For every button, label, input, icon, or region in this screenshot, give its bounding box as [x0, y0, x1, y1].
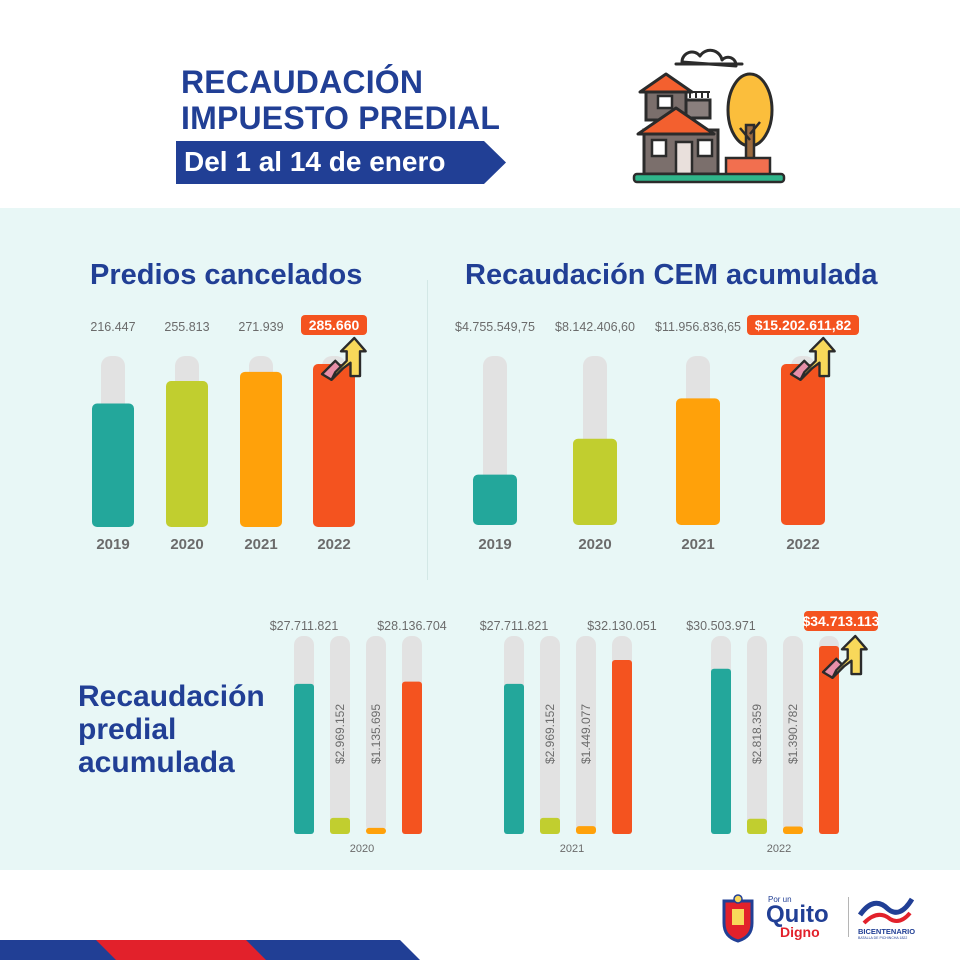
chart3-value-label-2021-0: $27.711.821 — [480, 619, 549, 633]
chart3-track-2022-2 — [783, 636, 803, 834]
logo-divider — [848, 897, 849, 937]
chart2-value-label-2019: $4.755.549,75 — [455, 320, 535, 334]
chart2-bar-2022 — [781, 364, 825, 525]
chart3-value-label-2022-0: $30.503.971 — [686, 619, 756, 633]
chart2-tick-2022: 2022 — [786, 536, 819, 553]
chart3-growth-arrow-icon — [821, 634, 868, 679]
chart3-bar-2021-0 — [504, 683, 524, 834]
predios-title: Predios cancelados — [90, 259, 363, 291]
chart2-value-label-2022: $15.202.611,82 — [755, 317, 852, 333]
subtitle-text: Del 1 al 14 de enero — [184, 146, 446, 177]
chart3-bar-2020-0 — [294, 683, 314, 834]
chart1-bar-2020 — [166, 381, 208, 527]
chart1-tick-2022: 2022 — [317, 536, 350, 553]
chart3-bar-2021-2 — [576, 826, 596, 834]
panel-divider — [427, 280, 428, 580]
chart2-bar-2021 — [676, 398, 720, 525]
predial-title-line-1: Recaudación — [78, 680, 265, 713]
footer-stripes — [0, 940, 420, 960]
chart3-value-label-2022-3-bg — [804, 611, 878, 631]
chart1-tick-2019: 2019 — [96, 536, 129, 553]
quito-coat-of-arms-icon — [722, 894, 754, 943]
chart3-track-2020-2 — [366, 636, 386, 834]
cloud-icon — [674, 48, 744, 68]
chart3-value-label-2021-3: $32.130.051 — [587, 619, 657, 633]
chart3-tick-2021: 2021 — [560, 843, 584, 855]
chart3-bar-2022-1 — [747, 818, 767, 834]
chart2-value-label-2020: $8.142.406,60 — [555, 320, 635, 334]
predial-title: Recaudación predial acumulada — [78, 680, 265, 779]
chart3-value-label-2020-2: $1.135.695 — [369, 704, 383, 764]
header: RECAUDACIÓN IMPUESTO PREDIAL Del 1 al 14… — [0, 0, 960, 208]
bicentenario-logo-icon — [858, 897, 914, 925]
chart2-bar-2019 — [473, 474, 517, 525]
predial-title-line-3: acumulada — [78, 746, 235, 779]
chart3-value-label-2020-3: $28.136.704 — [377, 619, 447, 633]
logo-quito-small: Por un — [768, 895, 792, 904]
chart2-growth-arrow-icon — [789, 336, 836, 381]
chart1-value-label-2022: 285.660 — [309, 317, 360, 333]
chart2-tick-2020: 2020 — [578, 536, 611, 553]
cem-title: Recaudación CEM acumulada — [465, 259, 878, 291]
chart3-bar-2021-3 — [612, 659, 632, 834]
chart1-value-label-2021: 271.939 — [238, 320, 283, 334]
title-line-2: IMPUESTO PREDIAL — [181, 100, 501, 136]
chart1-bar-2019 — [92, 403, 134, 527]
chart1-value-label-2020: 255.813 — [164, 320, 209, 334]
chart1-tick-2020: 2020 — [170, 536, 203, 553]
logo-bicentenario: BICENTENARIO — [858, 927, 916, 936]
chart3-bar-2020-3 — [402, 681, 422, 834]
chart3-tick-2020: 2020 — [350, 843, 374, 855]
chart3-value-label-2022-3: $34.713.113 — [802, 613, 879, 629]
chart1-value-label-2022-bg — [301, 315, 367, 335]
chart2-value-label-2022-bg — [747, 315, 859, 335]
chart2-value-label-2021: $11.956.836,65 — [655, 320, 741, 334]
chart3-bar-2020-1 — [330, 817, 350, 834]
subtitle-banner — [176, 141, 506, 184]
predial-title-line-2: predial — [78, 713, 177, 746]
logo-quito-main: Quito — [766, 901, 829, 928]
title-line-1: RECAUDACIÓN — [181, 64, 424, 100]
chart3-bar-2022-2 — [783, 826, 803, 834]
chart3-tick-2022: 2022 — [767, 843, 791, 855]
chart3-value-label-2022-1: $2.818.359 — [750, 704, 764, 764]
chart3-track-2021-1 — [540, 636, 560, 834]
footer-logos: Por un Quito Digno BICENTENARIO BATALLA … — [720, 893, 920, 943]
chart3-value-label-2021-2: $1.449.077 — [579, 704, 593, 764]
chart3-track-2021-2 — [576, 636, 596, 834]
logo-quito-sub: Digno — [780, 924, 820, 940]
chart2-tick-2021: 2021 — [681, 536, 714, 553]
chart1-tick-2021: 2021 — [244, 536, 277, 553]
chart1-growth-arrow-icon — [320, 336, 367, 381]
chart1-value-label-2019: 216.447 — [90, 320, 135, 334]
chart3-bar-2022-3 — [819, 646, 839, 834]
chart3-bar-2020-2 — [366, 827, 386, 834]
chart3-track-2020-1 — [330, 636, 350, 834]
chart3-track-2022-1 — [747, 636, 767, 834]
chart3-value-label-2022-2: $1.390.782 — [786, 704, 800, 764]
house-illustration — [632, 48, 786, 184]
chart1-bar-2022 — [313, 364, 355, 527]
logo-bicentenario-sub: BATALLA DE PICHINCHA 1822 — [858, 936, 908, 940]
chart3-value-label-2021-1: $2.969.152 — [543, 704, 557, 764]
chart2-bar-2020 — [573, 438, 617, 525]
chart3-bar-2022-0 — [711, 668, 731, 834]
chart3-value-label-2020-0: $27.711.821 — [270, 619, 339, 633]
chart2-tick-2019: 2019 — [478, 536, 511, 553]
chart3-value-label-2020-1: $2.969.152 — [333, 704, 347, 764]
chart3-bar-2021-1 — [540, 817, 560, 834]
chart1-bar-2021 — [240, 371, 282, 527]
